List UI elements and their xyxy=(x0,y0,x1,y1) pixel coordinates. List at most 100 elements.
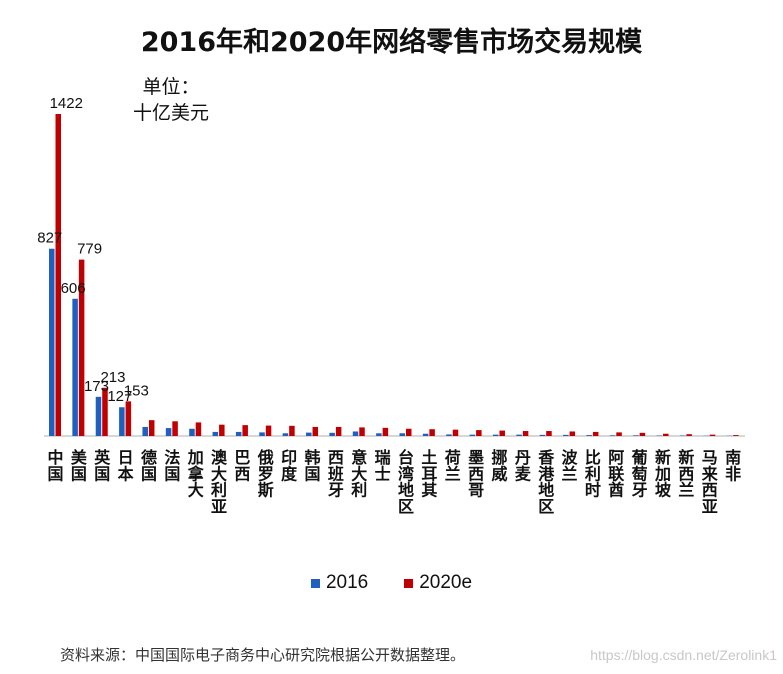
bar-2016-荷兰 xyxy=(446,434,452,436)
bar-2016-韩国 xyxy=(306,432,312,436)
bar-2020e-新西兰 xyxy=(686,434,692,436)
bar-2020e-新加坡 xyxy=(663,433,669,436)
tick-label-阿联酋: 阿联酋 xyxy=(608,448,624,500)
tick-label-德国: 德国 xyxy=(141,448,157,483)
tick-label-英国: 英国 xyxy=(93,448,111,483)
bar-2016-波兰 xyxy=(563,434,569,436)
bar-2020e-英国 xyxy=(102,387,108,436)
tick-label-美国: 美国 xyxy=(71,448,88,483)
unit-line-2: 十亿美元 xyxy=(132,102,209,124)
tick-label-丹麦: 丹麦 xyxy=(515,448,532,483)
bar-2020e-俄罗斯 xyxy=(265,425,272,436)
bar-2020e-葡萄牙 xyxy=(639,432,646,436)
tick-label-中国: 中国 xyxy=(47,448,63,483)
bar-2016-土耳其 xyxy=(422,433,429,436)
tick-label-葡萄牙: 葡萄牙 xyxy=(631,448,648,500)
bar-2020e-台湾地区 xyxy=(406,428,412,436)
unit-line-1: 单位： xyxy=(142,76,200,98)
bar-2020e-法国 xyxy=(172,421,178,436)
bar-2020e-日本 xyxy=(125,401,132,436)
tick-label-巴西: 巴西 xyxy=(234,448,250,483)
data-label-2016-英国: 173 xyxy=(84,378,109,395)
bar-2016-墨西哥 xyxy=(469,434,476,436)
bar-2020e-巴西 xyxy=(242,425,248,436)
bar-2016-俄罗斯 xyxy=(259,432,265,436)
bar-2016-日本 xyxy=(119,407,125,436)
bar-2020e-意大利 xyxy=(359,427,365,436)
bar-2020e-荷兰 xyxy=(452,429,459,436)
bar-2016-中国 xyxy=(49,248,55,436)
tick-label-意大利: 意大利 xyxy=(351,448,367,500)
legend-label-2016: 2016 xyxy=(325,572,369,593)
bar-2020e-挪威 xyxy=(499,430,505,436)
bar-2020e-印度 xyxy=(289,425,295,436)
bar-2016-加拿大 xyxy=(189,428,195,436)
bar-2020e-波兰 xyxy=(569,431,576,436)
bar-2020e-阿联酋 xyxy=(616,432,622,436)
bar-2020e-加拿大 xyxy=(195,422,202,436)
tick-label-波兰: 波兰 xyxy=(562,448,579,483)
bar-2016-意大利 xyxy=(352,431,359,436)
tick-label-挪威: 挪威 xyxy=(491,448,507,483)
tick-label-瑞士: 瑞士 xyxy=(375,448,391,483)
legend-label-2020e: 2020e xyxy=(419,572,473,593)
bar-2020e-比利时 xyxy=(592,431,599,436)
bar-2016-西班牙 xyxy=(329,432,335,436)
legend-item-2020e: 2020e xyxy=(404,572,472,594)
bar-2020e-韩国 xyxy=(312,426,319,436)
data-label-2020e-英国: 213 xyxy=(100,369,125,386)
data-label-2016-美国: 606 xyxy=(61,280,86,297)
bar-2020e-土耳其 xyxy=(429,429,435,436)
data-label-2020e-日本: 153 xyxy=(124,382,149,399)
tick-label-新加坡: 新加坡 xyxy=(654,448,672,500)
bar-2020e-瑞士 xyxy=(382,427,389,436)
data-label-2020e-中国: 1422 xyxy=(50,95,83,112)
tick-label-台湾地区: 台湾地区 xyxy=(398,448,414,516)
bar-2016-美国 xyxy=(72,298,78,436)
bar-2020e-丹麦 xyxy=(522,431,529,436)
bar-chart: 中国美国英国日本德国法国加拿大澳大利亚巴西俄罗斯印度韩国西班牙意大利瑞士台湾地区… xyxy=(37,95,745,516)
bar-2020e-美国 xyxy=(78,259,85,436)
legend-swatch-2016 xyxy=(310,578,320,588)
tick-label-墨西哥: 墨西哥 xyxy=(468,448,484,500)
bar-2020e-南非 xyxy=(733,435,739,436)
legend: 2016 2020e xyxy=(0,572,783,594)
bar-2020e-中国 xyxy=(55,114,61,436)
data-label-2016-中国: 827 xyxy=(37,230,62,247)
bar-2016-法国 xyxy=(165,428,172,436)
legend-item-2016: 2016 xyxy=(310,572,369,594)
tick-label-香港地区: 香港地区 xyxy=(537,448,555,516)
bar-2020e-德国 xyxy=(148,420,155,436)
bar-2016-挪威 xyxy=(492,434,499,436)
tick-label-俄罗斯: 俄罗斯 xyxy=(257,448,274,500)
tick-label-加拿大: 加拿大 xyxy=(187,448,205,500)
bar-2020e-香港地区 xyxy=(546,431,552,436)
bar-2016-瑞士 xyxy=(376,433,382,436)
bar-2016-印度 xyxy=(282,433,289,436)
bar-2020e-墨西哥 xyxy=(476,430,482,436)
tick-label-马来西亚: 马来西亚 xyxy=(701,448,719,516)
bar-2016-比利时 xyxy=(586,435,592,436)
bar-2016-澳大利亚 xyxy=(212,431,219,436)
tick-label-土耳其: 土耳其 xyxy=(421,448,437,500)
source-note: 资料来源：中国国际电子商务中心研究院根据公开数据整理。 xyxy=(60,646,466,664)
data-label-2016-日本: 127 xyxy=(107,388,132,405)
tick-label-比利时: 比利时 xyxy=(585,448,601,500)
chart-title: 2016年和2020年网络零售市场交易规模 xyxy=(140,27,643,58)
bar-2016-巴西 xyxy=(235,431,242,436)
bar-2016-德国 xyxy=(142,426,148,436)
tick-label-澳大利亚: 澳大利亚 xyxy=(211,448,228,516)
tick-label-法国: 法国 xyxy=(164,448,180,483)
tick-label-南非: 南非 xyxy=(725,448,741,483)
bar-2016-台湾地区 xyxy=(399,433,405,436)
bar-2016-香港地区 xyxy=(539,434,546,436)
tick-label-荷兰: 荷兰 xyxy=(445,448,461,483)
tick-label-新西兰: 新西兰 xyxy=(678,448,694,500)
tick-label-日本: 日本 xyxy=(118,448,134,483)
tick-label-西班牙: 西班牙 xyxy=(328,448,344,500)
tick-label-韩国: 韩国 xyxy=(305,448,321,483)
bar-2016-葡萄牙 xyxy=(633,435,639,436)
bar-2020e-澳大利亚 xyxy=(219,424,225,436)
legend-swatch-2020e xyxy=(404,578,414,588)
bar-2020e-马来西亚 xyxy=(709,434,716,436)
